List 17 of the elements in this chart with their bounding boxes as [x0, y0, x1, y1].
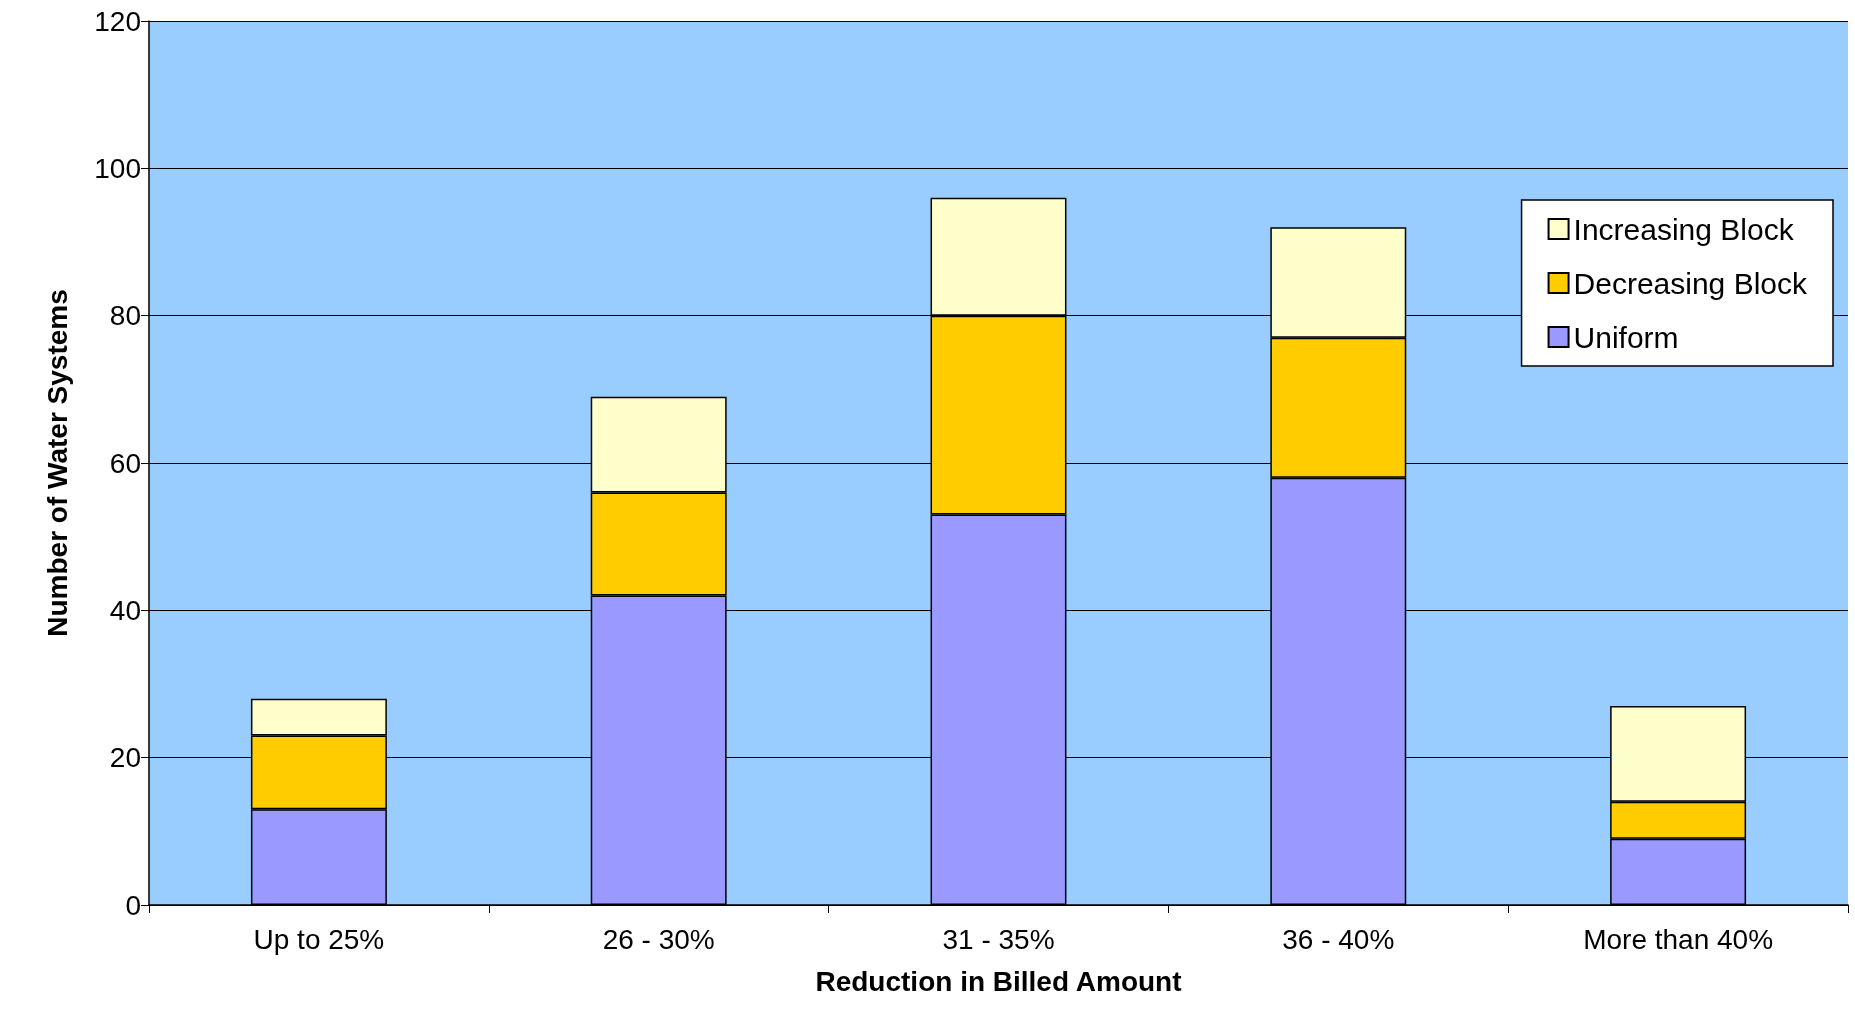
- y-tick-label: 100: [94, 152, 141, 184]
- legend-label: Decreasing Block: [1573, 266, 1808, 300]
- y-tick-label: 20: [109, 742, 141, 774]
- y-tick-label: 40: [109, 594, 141, 626]
- x-tick-label: 26 - 30%: [602, 923, 715, 955]
- y-tick-label: 0: [125, 889, 141, 921]
- legend-label: Increasing Block: [1573, 212, 1795, 246]
- y-tick-label: 60: [109, 447, 141, 479]
- y-axis-title: Number of Water Systems: [41, 289, 73, 637]
- x-tick-label: 31 - 35%: [942, 923, 1055, 955]
- x-tick-label: More than 40%: [1583, 923, 1774, 955]
- x-tick-label: Up to 25%: [253, 923, 385, 955]
- x-tick-label: 36 - 40%: [1282, 923, 1395, 955]
- y-tick-label: 80: [109, 300, 141, 332]
- x-axis-title: Reduction in Billed Amount: [815, 965, 1182, 997]
- y-tick-label: 120: [94, 5, 141, 37]
- legend-label: Uniform: [1573, 320, 1679, 354]
